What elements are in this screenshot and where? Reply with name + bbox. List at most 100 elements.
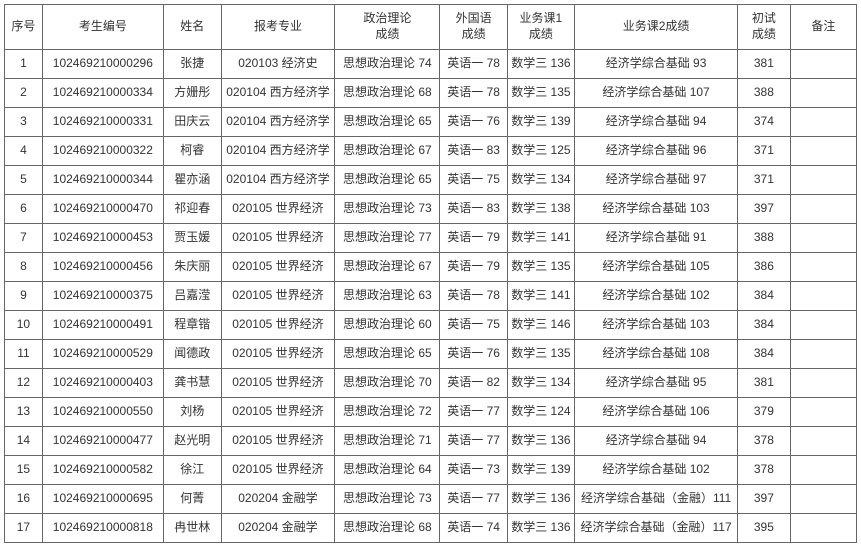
cell-foreign-lang-score: 英语一 78 [440, 50, 507, 79]
cell-remark [790, 282, 856, 311]
cell-foreign-lang-score: 英语一 79 [440, 253, 507, 282]
cell-subject2-score: 经济学综合基础 96 [575, 137, 738, 166]
table-row: 8102469210000456朱庆丽020105 世界经济思想政治理论 67英… [5, 253, 857, 282]
cell-index: 7 [5, 224, 43, 253]
cell-politics-score: 思想政治理论 63 [335, 282, 440, 311]
cell-subject2-score: 经济学综合基础 93 [575, 50, 738, 79]
cell-subject1-score: 数学三 134 [507, 369, 574, 398]
cell-subject1-score: 数学三 139 [507, 456, 574, 485]
cell-name: 冉世林 [163, 514, 221, 543]
cell-remark [790, 137, 856, 166]
cell-candidate-id: 102469210000331 [42, 108, 163, 137]
table-row: 2102469210000334方姗彤020104 西方经济学思想政治理论 68… [5, 79, 857, 108]
cell-politics-score: 思想政治理论 68 [335, 79, 440, 108]
cell-subject2-score: 经济学综合基础（金融）111 [575, 485, 738, 514]
cell-subject1-score: 数学三 138 [507, 195, 574, 224]
cell-foreign-lang-score: 英语一 77 [440, 485, 507, 514]
cell-candidate-id: 102469210000529 [42, 340, 163, 369]
cell-politics-score: 思想政治理论 74 [335, 50, 440, 79]
cell-name: 刘杨 [163, 398, 221, 427]
cell-remark [790, 514, 856, 543]
cell-subject1-score: 数学三 134 [507, 166, 574, 195]
cell-remark [790, 340, 856, 369]
cell-foreign-lang-score: 英语一 83 [440, 137, 507, 166]
cell-politics-score: 思想政治理论 65 [335, 108, 440, 137]
cell-remark [790, 108, 856, 137]
col-name: 姓名 [163, 5, 221, 50]
cell-prelim-score: 371 [738, 166, 791, 195]
col-candidate-id: 考生编号 [42, 5, 163, 50]
cell-major: 020105 世界经济 [221, 369, 335, 398]
cell-candidate-id: 102469210000477 [42, 427, 163, 456]
cell-major: 020105 世界经济 [221, 195, 335, 224]
cell-remark [790, 456, 856, 485]
cell-remark [790, 253, 856, 282]
cell-subject2-score: 经济学综合基础 103 [575, 311, 738, 340]
cell-index: 13 [5, 398, 43, 427]
cell-major: 020204 金融学 [221, 514, 335, 543]
cell-foreign-lang-score: 英语一 83 [440, 195, 507, 224]
cell-candidate-id: 102469210000456 [42, 253, 163, 282]
cell-subject2-score: 经济学综合基础 95 [575, 369, 738, 398]
cell-index: 6 [5, 195, 43, 224]
exam-results-table: 序号考生编号姓名报考专业政治理论成绩外国语成绩业务课1成绩业务课2成绩初试成绩备… [4, 4, 857, 543]
cell-subject1-score: 数学三 136 [507, 485, 574, 514]
cell-remark [790, 398, 856, 427]
table-row: 12102469210000403龚书慧020105 世界经济思想政治理论 70… [5, 369, 857, 398]
cell-remark [790, 224, 856, 253]
cell-subject1-score: 数学三 146 [507, 311, 574, 340]
cell-subject2-score: 经济学综合基础 103 [575, 195, 738, 224]
col-subject1-score: 业务课1成绩 [507, 5, 574, 50]
cell-name: 闻德政 [163, 340, 221, 369]
col-index: 序号 [5, 5, 43, 50]
col-major: 报考专业 [221, 5, 335, 50]
cell-major: 020104 西方经济学 [221, 137, 335, 166]
cell-subject1-score: 数学三 124 [507, 398, 574, 427]
cell-candidate-id: 102469210000375 [42, 282, 163, 311]
cell-subject1-score: 数学三 135 [507, 340, 574, 369]
cell-major: 020104 西方经济学 [221, 166, 335, 195]
cell-name: 贾玉媛 [163, 224, 221, 253]
cell-name: 徐江 [163, 456, 221, 485]
cell-prelim-score: 397 [738, 195, 791, 224]
cell-name: 柯睿 [163, 137, 221, 166]
cell-name: 龚书慧 [163, 369, 221, 398]
cell-remark [790, 166, 856, 195]
cell-politics-score: 思想政治理论 72 [335, 398, 440, 427]
cell-prelim-score: 381 [738, 50, 791, 79]
cell-major: 020105 世界经济 [221, 282, 335, 311]
cell-name: 吕嘉滢 [163, 282, 221, 311]
cell-index: 3 [5, 108, 43, 137]
cell-major: 020105 世界经济 [221, 427, 335, 456]
cell-politics-score: 思想政治理论 60 [335, 311, 440, 340]
cell-prelim-score: 379 [738, 398, 791, 427]
cell-major: 020103 经济史 [221, 50, 335, 79]
cell-remark [790, 427, 856, 456]
cell-foreign-lang-score: 英语一 77 [440, 427, 507, 456]
cell-major: 020105 世界经济 [221, 340, 335, 369]
cell-name: 张捷 [163, 50, 221, 79]
cell-politics-score: 思想政治理论 71 [335, 427, 440, 456]
cell-remark [790, 50, 856, 79]
cell-index: 1 [5, 50, 43, 79]
cell-prelim-score: 371 [738, 137, 791, 166]
cell-major: 020104 西方经济学 [221, 79, 335, 108]
cell-candidate-id: 102469210000582 [42, 456, 163, 485]
cell-index: 5 [5, 166, 43, 195]
cell-name: 方姗彤 [163, 79, 221, 108]
cell-candidate-id: 102469210000334 [42, 79, 163, 108]
cell-major: 020105 世界经济 [221, 311, 335, 340]
table-row: 17102469210000818冉世林020204 金融学思想政治理论 68英… [5, 514, 857, 543]
cell-candidate-id: 102469210000695 [42, 485, 163, 514]
cell-foreign-lang-score: 英语一 74 [440, 514, 507, 543]
cell-prelim-score: 384 [738, 340, 791, 369]
cell-major: 020105 世界经济 [221, 253, 335, 282]
cell-subject1-score: 数学三 141 [507, 282, 574, 311]
cell-politics-score: 思想政治理论 65 [335, 340, 440, 369]
cell-foreign-lang-score: 英语一 76 [440, 108, 507, 137]
cell-remark [790, 195, 856, 224]
cell-candidate-id: 102469210000470 [42, 195, 163, 224]
cell-index: 16 [5, 485, 43, 514]
cell-prelim-score: 395 [738, 514, 791, 543]
cell-subject2-score: 经济学综合基础 94 [575, 427, 738, 456]
